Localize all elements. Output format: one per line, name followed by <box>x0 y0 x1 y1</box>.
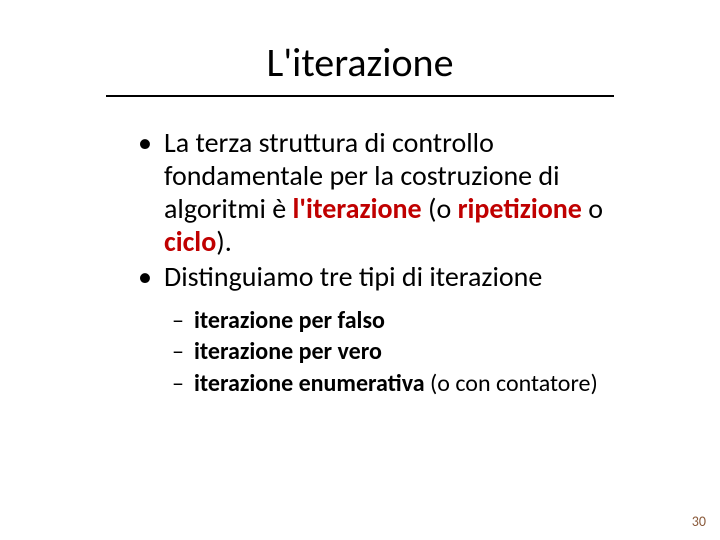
bullet-text: (o <box>422 191 458 226</box>
slide-title: L'iterazione <box>0 38 720 87</box>
sub-bullet-list: iterazione per falso iterazione per vero… <box>172 305 618 399</box>
sub-bullet-strong: iterazione per falso <box>194 306 385 335</box>
bullet-item: La terza struttura di controllo fondamen… <box>138 126 618 258</box>
page-number: 30 <box>692 513 706 530</box>
emphasis-text: ciclo <box>164 224 216 259</box>
bullet-text: Distinguiamo tre tipi di iterazione <box>164 259 542 294</box>
bullet-text: o <box>582 191 603 226</box>
sub-bullet-item: iterazione per falso <box>172 305 618 336</box>
emphasis-text: l'iterazione <box>293 191 422 226</box>
emphasis-text: ripetizione <box>458 191 582 226</box>
sub-bullet-rest: (o con contatore) <box>425 369 598 398</box>
slide: L'iterazione La terza struttura di contr… <box>0 0 720 540</box>
sub-bullet-strong: iterazione per vero <box>194 337 382 366</box>
title-underline <box>106 95 614 97</box>
sub-bullet-item: iterazione per vero <box>172 336 618 367</box>
bullet-text: ). <box>216 224 232 259</box>
sub-bullet-item: iterazione enumerativa (o con contatore) <box>172 368 618 399</box>
slide-content: La terza struttura di controllo fondamen… <box>138 126 618 399</box>
bullet-item: Distinguiamo tre tipi di iterazione <box>138 260 618 293</box>
sub-bullet-strong: iterazione enumerativa <box>194 369 425 398</box>
